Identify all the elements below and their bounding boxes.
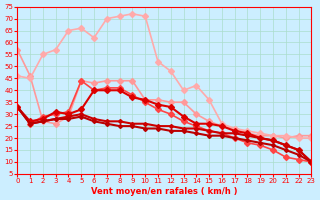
- X-axis label: Vent moyen/en rafales ( km/h ): Vent moyen/en rafales ( km/h ): [91, 187, 238, 196]
